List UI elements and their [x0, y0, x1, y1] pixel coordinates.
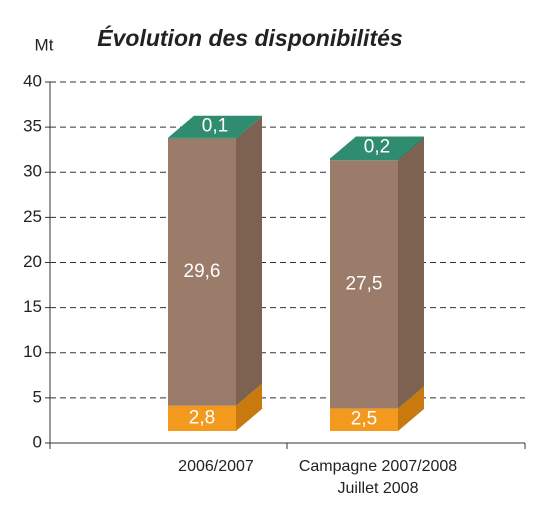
bar-side [398, 386, 424, 431]
y-tick-label: 10 [23, 342, 42, 361]
y-tick-label: 5 [33, 387, 42, 406]
bar-side [236, 116, 262, 406]
y-tick-label: 40 [23, 71, 42, 90]
x-tick-label: 2006/2007 [178, 458, 254, 475]
bar-side [236, 383, 262, 431]
y-tick-label: 15 [23, 297, 42, 316]
value-label: 0,2 [364, 136, 390, 157]
y-tick-label: 20 [23, 252, 42, 271]
value-label: 27,5 [346, 273, 383, 294]
y-tick-label: 25 [23, 207, 42, 226]
value-label: 2,5 [351, 409, 377, 430]
bar-side [398, 138, 424, 409]
bar-side [236, 115, 262, 139]
bar-segment [330, 158, 398, 161]
bar-top [168, 115, 262, 138]
y-tick-label: 0 [33, 432, 42, 451]
bar-segment [330, 160, 398, 409]
bar-top [330, 136, 424, 159]
bar-segment [168, 405, 236, 431]
value-label: 0,1 [202, 116, 228, 137]
x-tick-label: Campagne 2007/2008 Juillet 2008 [298, 458, 458, 497]
chart-title: Évolution des disponibilités [97, 24, 402, 51]
bar-segment [330, 408, 398, 431]
value-label: 29,6 [184, 261, 221, 282]
bar-segment [168, 137, 236, 139]
y-tick-label: 35 [23, 117, 42, 136]
y-axis-label: Mt [35, 35, 54, 54]
bar-side [398, 136, 424, 161]
value-label: 2,8 [189, 407, 215, 428]
bar-segment [168, 138, 236, 406]
y-tick-label: 30 [23, 162, 42, 181]
